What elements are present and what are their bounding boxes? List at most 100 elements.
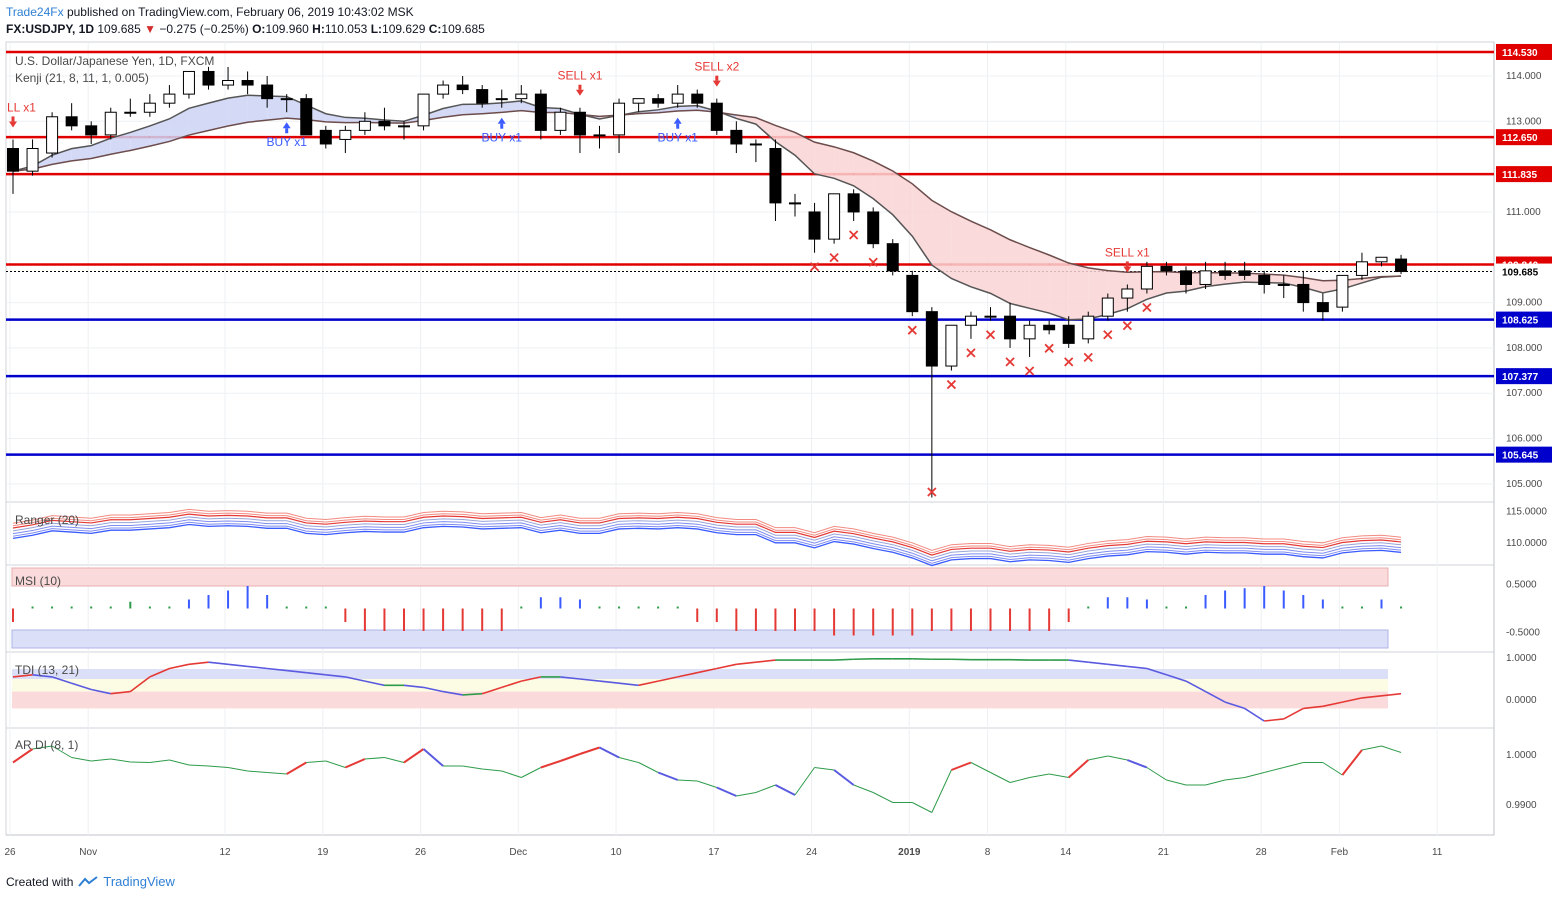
- time-tick-label: 21: [1158, 847, 1170, 858]
- ardi-indicator: [12, 745, 1402, 813]
- ardi-line-segment: [208, 765, 229, 768]
- kenji-cloud-segment: [931, 200, 952, 279]
- ardi-line-segment: [599, 746, 620, 759]
- candle-down: [85, 125, 98, 136]
- candle-up: [1199, 270, 1212, 285]
- msi-bar: [1282, 590, 1285, 609]
- ardi-line-segment: [657, 771, 679, 781]
- tdi-tick-label: 1.0000: [1506, 653, 1537, 664]
- ardi-line-segment: [422, 748, 444, 767]
- ardi-line-segment: [814, 767, 835, 771]
- candle-down: [925, 311, 938, 367]
- candle-down: [769, 148, 782, 204]
- tdi-line-segment: [638, 680, 659, 687]
- candle-up: [163, 93, 176, 104]
- buy-signal-label: BUY x1: [482, 131, 523, 145]
- tdi-line-segment: [579, 678, 600, 682]
- tdi-line-segment: [599, 680, 620, 684]
- sell-signal-label: LL x1: [7, 100, 36, 114]
- panel-frame: [5, 727, 1495, 836]
- stop-x-mark: [1083, 352, 1093, 363]
- msi-bar: [872, 608, 875, 636]
- candle-down: [456, 84, 469, 91]
- msi-bar: [520, 606, 523, 609]
- price-tick-label: 105.000: [1506, 479, 1543, 490]
- ardi-tick-label: 1.0000: [1506, 750, 1537, 761]
- msi-bar: [1165, 606, 1168, 609]
- msi-bar: [324, 606, 327, 609]
- candlestick-series: [7, 66, 1408, 498]
- buy-arrow-icon: [673, 117, 682, 124]
- ardi-line-segment: [286, 761, 307, 775]
- tdi-line-segment: [286, 669, 307, 674]
- resistance-level-tag: [1496, 166, 1552, 183]
- kenji-cloud-segment: [188, 103, 209, 136]
- ardi-line-segment: [697, 780, 717, 788]
- tdi-line-segment: [677, 671, 698, 678]
- candle-up: [945, 324, 958, 367]
- msi-bar: [481, 608, 484, 631]
- chart-canvas[interactable]: 114.530112.650111.835109.840109.685108.6…: [0, 0, 1565, 870]
- tdi-line-segment: [51, 676, 72, 684]
- kenji-cloud-segment: [130, 125, 150, 151]
- sell-signal-label: SELL x1: [557, 69, 602, 83]
- msi-bar: [539, 597, 542, 609]
- time-tick-label: 2019: [898, 847, 921, 858]
- sell-arrow-stem: [715, 75, 719, 81]
- ardi-line-segment: [1009, 777, 1030, 783]
- msi-bar: [1224, 590, 1227, 609]
- ardi-line-segment: [462, 765, 483, 770]
- buy-arrow-stem: [285, 128, 289, 134]
- stop-x-mark: [868, 257, 878, 267]
- tdi-line-segment: [227, 663, 248, 668]
- candle-up: [358, 120, 371, 131]
- msi-bar: [168, 606, 171, 609]
- time-tick-label: Feb: [1331, 847, 1349, 858]
- publisher-brand[interactable]: Trade24Fx: [6, 5, 64, 19]
- ranger-band-line: [12, 523, 1402, 567]
- ardi-line-segment: [1361, 745, 1382, 751]
- ardi-line-segment: [1146, 767, 1167, 781]
- support-level-tag: [1496, 446, 1552, 463]
- candle-up: [1375, 256, 1388, 263]
- time-tick-label: Nov: [79, 847, 97, 858]
- resistance-level-label: 112.650: [1502, 133, 1538, 144]
- kenji-cloud-segment: [325, 113, 346, 123]
- kenji-cloud-segment: [91, 138, 111, 159]
- tdi-line-segment: [208, 661, 229, 666]
- ardi-line-segment: [540, 760, 561, 769]
- tdi-tick-label: 0.0000: [1506, 695, 1537, 706]
- resistance-level-tag: [1496, 129, 1552, 146]
- kenji-cloud-segment: [873, 161, 893, 215]
- support-level-tag: [1496, 368, 1552, 385]
- msi-bar: [833, 608, 836, 636]
- tradingview-link[interactable]: TradingView: [103, 874, 175, 889]
- candle-up: [749, 143, 762, 146]
- candle-up: [1355, 261, 1368, 276]
- last-price-tag: [1496, 263, 1552, 280]
- msi-bar: [285, 606, 288, 609]
- candle-up: [1140, 265, 1153, 290]
- tdi-line-segment: [1068, 659, 1089, 663]
- ardi-line-segment: [1264, 767, 1284, 773]
- msi-bar: [657, 606, 660, 609]
- ardi-line-segment: [344, 758, 366, 769]
- candle-up: [124, 111, 137, 114]
- candle-down: [378, 120, 391, 127]
- candle-up: [671, 93, 684, 104]
- tdi-line-segment: [1303, 705, 1323, 710]
- ranger-band-line: [12, 508, 1402, 551]
- msi-bar: [754, 608, 757, 631]
- kenji-cloud-segment: [677, 105, 698, 112]
- ardi-line-segment: [990, 772, 1011, 783]
- ardi-line-segment: [1283, 762, 1304, 768]
- ardi-line-segment: [247, 770, 268, 773]
- msi-bar: [618, 606, 621, 609]
- msi-upper-zone: [11, 567, 1389, 587]
- sell-arrow-stem: [1125, 261, 1129, 267]
- candle-down: [1160, 265, 1173, 272]
- tdi-line-segment: [306, 671, 326, 676]
- ardi-line-segment: [71, 757, 92, 762]
- candle-down: [808, 211, 821, 240]
- tdi-line-segment: [1342, 697, 1363, 703]
